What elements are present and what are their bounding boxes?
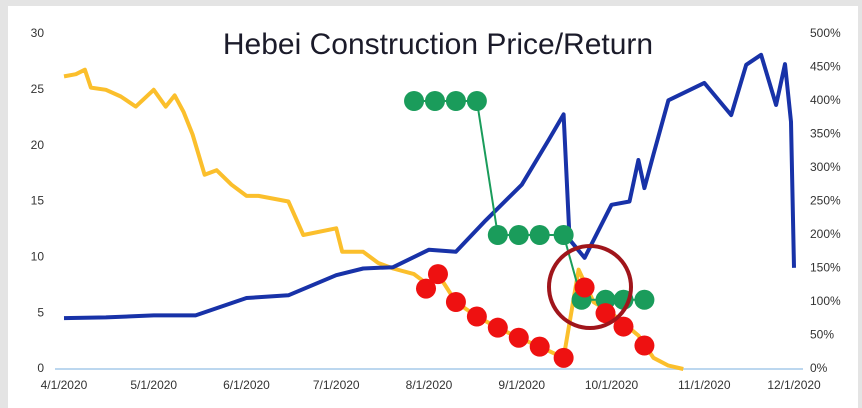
x-tick-label: 10/1/2020 [585, 378, 639, 392]
marker [574, 277, 595, 298]
marker [445, 292, 466, 312]
y-tick-label: 0 [37, 361, 44, 375]
marker [466, 91, 487, 111]
x-tick-label: 7/1/2020 [313, 378, 360, 392]
marker [529, 336, 550, 357]
chart-background [8, 6, 858, 408]
y2-tick-label: 100% [810, 294, 841, 308]
y2-tick-label: 200% [810, 227, 841, 241]
marker [634, 289, 655, 310]
highlight-circle [547, 244, 633, 330]
marker [487, 317, 508, 338]
marker [613, 316, 634, 337]
y-tick-label: 5 [37, 305, 44, 319]
x-tick-label: 12/1/2020 [767, 378, 821, 392]
x-tick-label: 6/1/2020 [223, 378, 270, 392]
y-tick-label: 20 [31, 138, 45, 152]
marker [529, 225, 550, 245]
y2-tick-label: 300% [810, 160, 841, 174]
x-tick-label: 4/1/2020 [41, 378, 88, 392]
marker [416, 278, 437, 299]
marker [424, 91, 445, 111]
marker [445, 91, 466, 111]
marker [634, 335, 655, 356]
y-tick-label: 15 [31, 194, 45, 208]
x-tick-label: 5/1/2020 [130, 378, 177, 392]
y2-tick-label: 500% [810, 26, 841, 40]
y2-tick-label: 0% [810, 361, 828, 375]
marker [427, 264, 448, 285]
y-tick-label: 30 [31, 26, 45, 40]
plot [63, 52, 796, 371]
y2-tick-label: 450% [810, 60, 841, 74]
y2-tick-label: 250% [810, 194, 841, 208]
y2-tick-label: 350% [810, 127, 841, 141]
marker [487, 225, 508, 245]
y-tick-label: 25 [31, 82, 45, 96]
y2-tick-label: 50% [810, 328, 834, 342]
marker [595, 303, 616, 324]
marker [553, 225, 574, 245]
y2-tick-label: 150% [810, 261, 841, 275]
x-tick-label: 8/1/2020 [406, 378, 453, 392]
marker [466, 306, 487, 327]
series-line [63, 67, 684, 371]
x-tick-label: 9/1/2020 [498, 378, 545, 392]
y-tick-label: 10 [31, 250, 45, 264]
marker [508, 225, 529, 245]
x-tick-label: 11/1/2020 [678, 378, 731, 392]
chart-title: Hebei Construction Price/Return [223, 28, 653, 61]
marker [404, 91, 425, 111]
marker [553, 347, 574, 368]
marker [508, 327, 529, 348]
y2-tick-label: 400% [810, 93, 841, 107]
